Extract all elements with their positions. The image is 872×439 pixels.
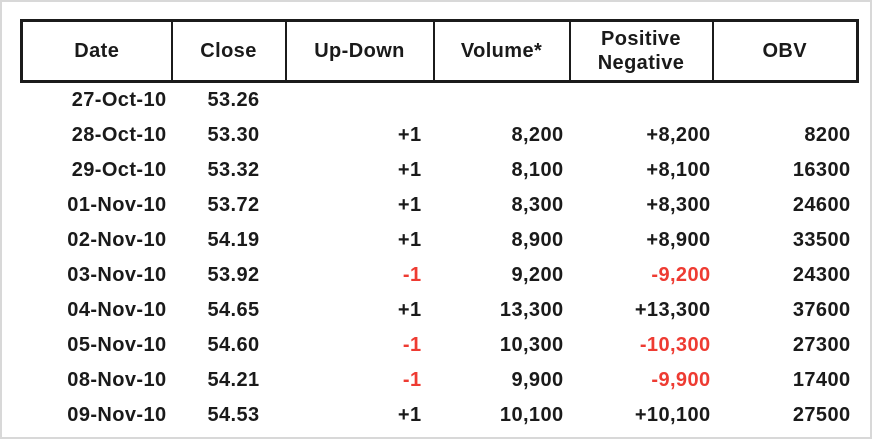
cell-posneg: -9,200	[651, 264, 711, 286]
cell-obv: 33500	[792, 229, 851, 251]
cell-volume: 13,300	[499, 299, 564, 321]
table-row: 04-Nov-10 54.65 +1 13,300 +13,300 37600	[22, 293, 858, 328]
cell-updown: +1	[397, 194, 422, 216]
cell-close: 53.72	[207, 194, 260, 216]
cell-date: 09-Nov-10	[67, 404, 167, 426]
cell-close: 54.53	[207, 404, 260, 426]
table-body: 27-Oct-10 53.26 28-Oct-10 53.30 +1 8,200 +8,20…	[22, 82, 858, 434]
cell-date: 01-Nov-10	[67, 194, 167, 216]
cell-close: 53.30	[207, 124, 260, 146]
cell-close: 54.21	[207, 369, 260, 391]
cell-volume: 8,900	[511, 229, 564, 251]
column-header-updown: Up-Down	[284, 19, 435, 83]
cell-volume: 10,100	[499, 404, 564, 426]
cell-date: 29-Oct-10	[71, 159, 167, 181]
cell-updown: +1	[397, 229, 422, 251]
cell-posneg: +8,300	[646, 194, 711, 216]
table-row: 27-Oct-10 53.26	[22, 82, 858, 119]
cell-posneg	[570, 82, 713, 119]
cell-obv: 27300	[792, 334, 851, 356]
cell-updown: +1	[397, 124, 422, 146]
cell-volume	[434, 82, 570, 119]
column-header-posneg: Positive Negative	[568, 19, 714, 83]
cell-volume: 8,200	[511, 124, 564, 146]
cell-updown: +1	[397, 404, 422, 426]
cell-date: 28-Oct-10	[71, 124, 167, 146]
cell-updown	[286, 82, 434, 119]
cell-date: 05-Nov-10	[67, 334, 167, 356]
cell-close: 53.92	[207, 264, 260, 286]
table-row: 28-Oct-10 53.30 +1 8,200 +8,200 8200	[22, 118, 858, 153]
cell-posneg: +8,100	[646, 159, 711, 181]
table-row: 29-Oct-10 53.32 +1 8,100 +8,100 16300	[22, 153, 858, 188]
cell-updown: +1	[397, 159, 422, 181]
cell-obv	[713, 82, 858, 119]
cell-obv: 8200	[804, 124, 851, 146]
cell-updown: -1	[402, 369, 422, 391]
table-row: 03-Nov-10 53.92 -1 9,200 -9,200 24300	[22, 258, 858, 293]
cell-date: 04-Nov-10	[67, 299, 167, 321]
cell-date: 02-Nov-10	[67, 229, 167, 251]
cell-volume: 9,900	[511, 369, 564, 391]
header-row: Date Close Up-Down Volume* Positive Negative…	[20, 19, 859, 83]
cell-volume: 8,100	[511, 159, 564, 181]
cell-volume: 10,300	[499, 334, 564, 356]
cell-posneg: -10,300	[639, 334, 711, 356]
cell-posneg: +10,100	[634, 404, 711, 426]
cell-date: 08-Nov-10	[67, 369, 167, 391]
table-row: 02-Nov-10 54.19 +1 8,900 +8,900 33500	[22, 223, 858, 258]
cell-date: 03-Nov-10	[67, 264, 167, 286]
cell-volume: 8,300	[511, 194, 564, 216]
table-row: 09-Nov-10 54.53 +1 10,100 +10,100 27500	[22, 398, 858, 433]
cell-close: 53.26	[207, 89, 260, 111]
column-header-date: Date	[20, 19, 173, 83]
cell-close: 54.60	[207, 334, 260, 356]
cell-obv: 24600	[792, 194, 851, 216]
cell-obv: 37600	[792, 299, 851, 321]
table-row: 08-Nov-10 54.21 -1 9,900 -9,900 17400	[22, 363, 858, 398]
cell-posneg: +8,200	[646, 124, 711, 146]
cell-updown: -1	[402, 264, 422, 286]
cell-updown: -1	[402, 334, 422, 356]
cell-close: 54.65	[207, 299, 260, 321]
column-header-close: Close	[170, 19, 287, 83]
table-row: 01-Nov-10 53.72 +1 8,300 +8,300 24600	[22, 188, 858, 223]
cell-obv: 27500	[792, 404, 851, 426]
cell-obv: 17400	[792, 369, 851, 391]
cell-posneg: -9,900	[651, 369, 711, 391]
cell-updown: +1	[397, 299, 422, 321]
cell-posneg: +13,300	[634, 299, 711, 321]
obv-table: Date Close Up-Down Volume* Positive Negative…	[20, 19, 859, 433]
cell-volume: 9,200	[511, 264, 564, 286]
column-header-volume: Volume*	[432, 19, 571, 83]
column-header-obv: OBV	[711, 19, 859, 83]
cell-date: 27-Oct-10	[71, 89, 167, 111]
cell-obv: 16300	[792, 159, 851, 181]
cell-close: 54.19	[207, 229, 260, 251]
table-row: 05-Nov-10 54.60 -1 10,300 -10,300 27300	[22, 328, 858, 363]
cell-posneg: +8,900	[646, 229, 711, 251]
cell-close: 53.32	[207, 159, 260, 181]
cell-obv: 24300	[792, 264, 851, 286]
